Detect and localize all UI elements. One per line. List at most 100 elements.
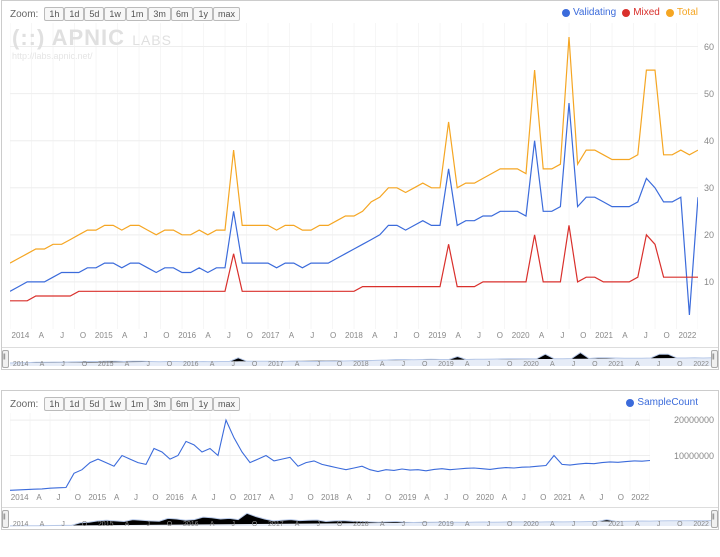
zoom-bar: Zoom: 1h1d5d1w1m3m6m1ymax — [10, 397, 240, 411]
xtick-label: J — [437, 493, 456, 502]
nav-tick-label: O — [499, 361, 520, 368]
ytick-label: 30 — [704, 183, 714, 193]
nav-tick-label: 2015 — [95, 521, 116, 528]
xtick-label: A — [417, 493, 436, 502]
xtick-label: 2020 — [475, 493, 494, 502]
xtick-label: 2018 — [320, 493, 339, 502]
ytick-label: 60 — [704, 42, 714, 52]
xtick-label: J — [635, 331, 656, 340]
xtick-label: O — [323, 331, 344, 340]
chart1-container: Zoom: 1h1d5d1w1m3m6m1ymax ValidatingMixe… — [1, 0, 719, 370]
xtick-label: O — [611, 493, 630, 502]
xtick-label: J — [135, 331, 156, 340]
nav-tick-label: J — [478, 361, 499, 368]
xtick-label: A — [29, 493, 48, 502]
zoom-1h-button[interactable]: 1h — [44, 7, 64, 21]
xtick-label: 2018 — [344, 331, 365, 340]
xtick-label: J — [218, 331, 239, 340]
zoom-3m-button[interactable]: 3m — [148, 397, 171, 411]
xtick-label: A — [531, 331, 552, 340]
zoom-6m-button[interactable]: 6m — [171, 397, 194, 411]
zoom-1d-button[interactable]: 1d — [64, 7, 84, 21]
nav-tick-label: 2021 — [605, 361, 626, 368]
nav-tick-label: A — [372, 361, 393, 368]
xtick-label: J — [204, 493, 223, 502]
xtick-label: O — [68, 493, 87, 502]
ytick-label: 10 — [704, 277, 714, 287]
legend-dot — [562, 9, 570, 17]
chart2-plot — [10, 413, 650, 491]
xtick-label: 2019 — [427, 331, 448, 340]
nav-tick-label: A — [286, 521, 307, 528]
xtick-label: 2016 — [165, 493, 184, 502]
legend-item-mixed[interactable]: Mixed — [622, 7, 660, 18]
zoom-1y-button[interactable]: 1y — [193, 7, 213, 21]
chart1-plot — [10, 23, 698, 329]
zoom-1w-button[interactable]: 1w — [104, 7, 126, 21]
nav-handle-right[interactable] — [711, 510, 718, 528]
zoom-5d-button[interactable]: 5d — [84, 397, 104, 411]
zoom-1y-button[interactable]: 1y — [193, 397, 213, 411]
xtick-label: O — [406, 331, 427, 340]
legend-label: Mixed — [633, 7, 660, 18]
nav-tick-label: 2016 — [180, 521, 201, 528]
zoom-5d-button[interactable]: 5d — [84, 7, 104, 21]
nav-tick-label: O — [244, 361, 265, 368]
zoom-1m-button[interactable]: 1m — [126, 397, 149, 411]
nav-tick-label: 2019 — [435, 521, 456, 528]
nav-tick-label: 2022 — [691, 361, 712, 368]
chart2-nav-labels: 2014AJO2015AJO2016AJO2017AJO2018AJO2019A… — [10, 521, 712, 528]
watermark: (::) APNIC LABS http://labs.apnic.net/ — [12, 25, 172, 61]
nav-tick-label: 2017 — [265, 361, 286, 368]
zoom-6m-button[interactable]: 6m — [171, 7, 194, 21]
nav-tick-label: O — [244, 521, 265, 528]
nav-tick-label: J — [223, 521, 244, 528]
chart1-navigator[interactable]: 2014AJO2015AJO2016AJO2017AJO2018AJO2019A… — [2, 347, 718, 369]
xtick-label: 2017 — [243, 493, 262, 502]
ytick-label: 20000000 — [674, 415, 714, 425]
nav-tick-label: O — [499, 521, 520, 528]
zoom-1h-button[interactable]: 1h — [44, 397, 64, 411]
watermark-main: (::) APNIC — [12, 25, 125, 50]
xtick-label: O — [301, 493, 320, 502]
xtick-label: 2015 — [88, 493, 107, 502]
zoom-max-button[interactable]: max — [213, 7, 240, 21]
nav-tick-label: O — [669, 361, 690, 368]
chart1-nav-labels: 2014AJO2015AJO2016AJO2017AJO2018AJO2019A… — [10, 361, 712, 368]
nav-tick-label: O — [329, 521, 350, 528]
zoom-max-button[interactable]: max — [213, 397, 240, 411]
nav-tick-label: J — [393, 361, 414, 368]
nav-tick-label: J — [53, 521, 74, 528]
xtick-label: 2017 — [260, 331, 281, 340]
xtick-label: O — [378, 493, 397, 502]
xtick-label: A — [107, 493, 126, 502]
xtick-label: J — [592, 493, 611, 502]
xtick-label: O — [534, 493, 553, 502]
nav-handle-left[interactable] — [2, 350, 9, 368]
legend-dot — [666, 9, 674, 17]
xtick-label: J — [302, 331, 323, 340]
nav-tick-label: J — [138, 521, 159, 528]
nav-tick-label: A — [116, 521, 137, 528]
xtick-label: A — [495, 493, 514, 502]
legend-item-samplecount[interactable]: SampleCount — [626, 397, 698, 408]
zoom-1m-button[interactable]: 1m — [126, 7, 149, 21]
nav-tick-label: 2016 — [180, 361, 201, 368]
zoom-1w-button[interactable]: 1w — [104, 397, 126, 411]
zoom-3m-button[interactable]: 3m — [148, 7, 171, 21]
legend-item-total[interactable]: Total — [666, 7, 698, 18]
xtick-label: O — [146, 493, 165, 502]
nav-tick-label: O — [669, 521, 690, 528]
xtick-label: J — [514, 493, 533, 502]
nav-tick-label: J — [138, 361, 159, 368]
nav-handle-left[interactable] — [2, 510, 9, 528]
nav-handle-right[interactable] — [711, 350, 718, 368]
xtick-label: O — [73, 331, 94, 340]
nav-tick-label: A — [542, 361, 563, 368]
xtick-label: 2022 — [677, 331, 698, 340]
nav-tick-label: O — [159, 361, 180, 368]
chart2-navigator[interactable]: 2014AJO2015AJO2016AJO2017AJO2018AJO2019A… — [2, 507, 718, 529]
legend-item-validating[interactable]: Validating — [562, 7, 616, 18]
nav-tick-label: A — [457, 521, 478, 528]
zoom-1d-button[interactable]: 1d — [64, 397, 84, 411]
